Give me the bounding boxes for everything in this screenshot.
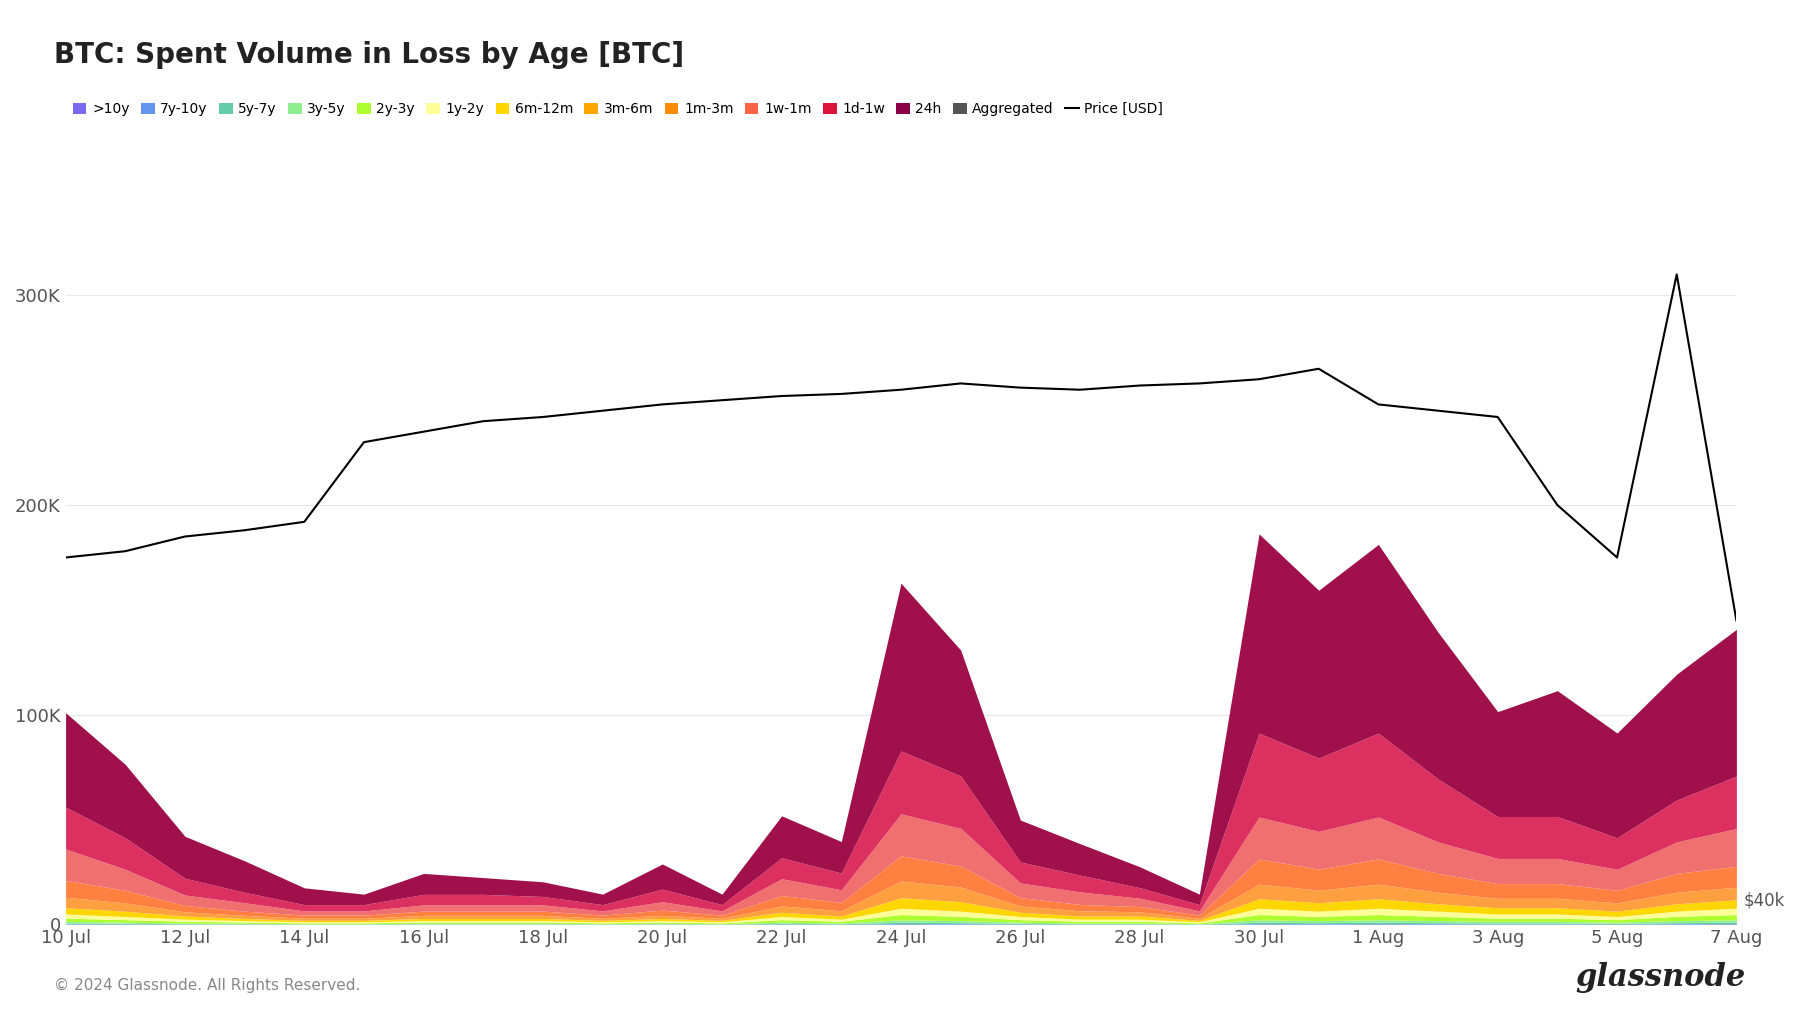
- Text: glassnode: glassnode: [1575, 961, 1746, 993]
- Text: © 2024 Glassnode. All Rights Reserved.: © 2024 Glassnode. All Rights Reserved.: [54, 978, 360, 993]
- Text: $40k: $40k: [1744, 891, 1786, 910]
- Legend: >10y, 7y-10y, 5y-7y, 3y-5y, 2y-3y, 1y-2y, 6m-12m, 3m-6m, 1m-3m, 1w-1m, 1d-1w, 24: >10y, 7y-10y, 5y-7y, 3y-5y, 2y-3y, 1y-2y…: [72, 102, 1163, 116]
- Text: BTC: Spent Volume in Loss by Age [BTC]: BTC: Spent Volume in Loss by Age [BTC]: [54, 41, 684, 69]
